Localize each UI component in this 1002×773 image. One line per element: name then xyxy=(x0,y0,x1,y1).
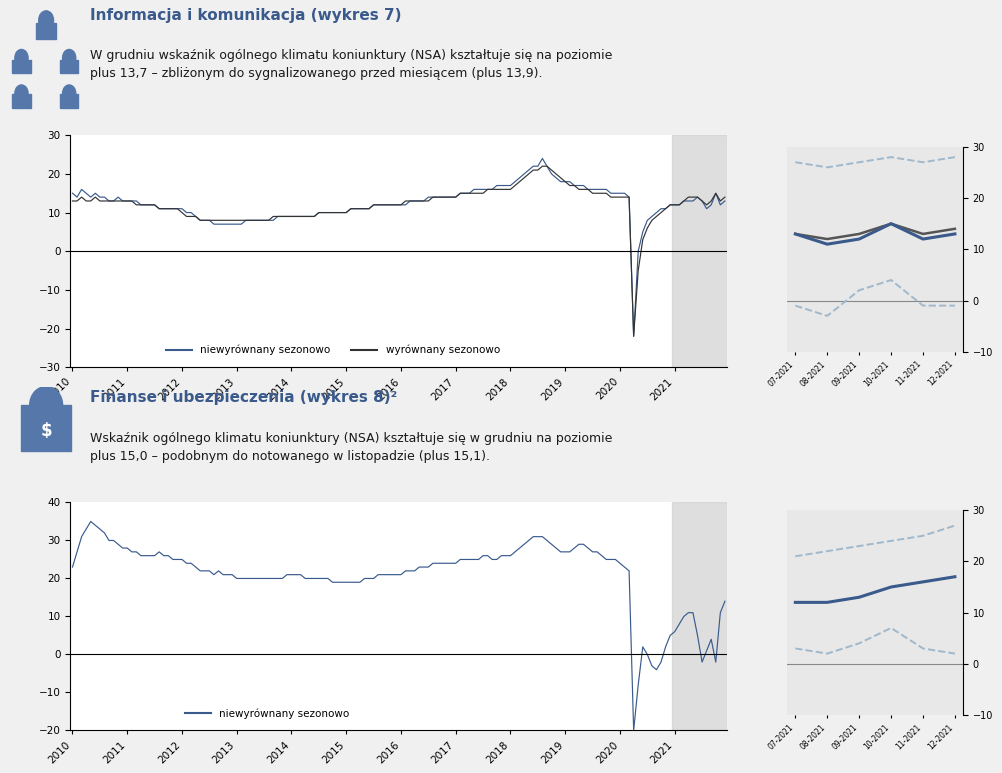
Legend: niewyrównany sezonowo: niewyrównany sezonowo xyxy=(180,704,354,723)
Bar xyxy=(36,23,56,39)
Bar xyxy=(12,60,30,73)
Text: W grudniu wskaźnik ogólnego klimatu koniunktury (NSA) kształtuje się na poziomie: W grudniu wskaźnik ogólnego klimatu koni… xyxy=(90,49,612,80)
Text: Informacja i komunikacja (wykres 7): Informacja i komunikacja (wykres 7) xyxy=(90,8,402,22)
Bar xyxy=(12,94,30,108)
Circle shape xyxy=(62,49,76,66)
Bar xyxy=(60,60,78,73)
Text: $: $ xyxy=(40,422,52,440)
Bar xyxy=(60,94,78,108)
Legend: niewyrównany sezonowo, wyrównany sezonowo: niewyrównany sezonowo, wyrównany sezonow… xyxy=(161,341,504,359)
Bar xyxy=(671,502,726,730)
Text: Wskaźnik ogólnego klimatu koniunktury (NSA) kształtuje się w grudniu na poziomie: Wskaźnik ogólnego klimatu koniunktury (N… xyxy=(90,432,612,463)
Circle shape xyxy=(39,11,53,29)
Bar xyxy=(671,135,726,367)
Circle shape xyxy=(15,85,28,101)
Circle shape xyxy=(62,85,76,101)
Bar xyxy=(21,405,71,451)
Text: Finanse i ubezpieczenia (wykres 8)²: Finanse i ubezpieczenia (wykres 8)² xyxy=(90,390,397,405)
Circle shape xyxy=(15,49,28,66)
Circle shape xyxy=(30,386,62,424)
